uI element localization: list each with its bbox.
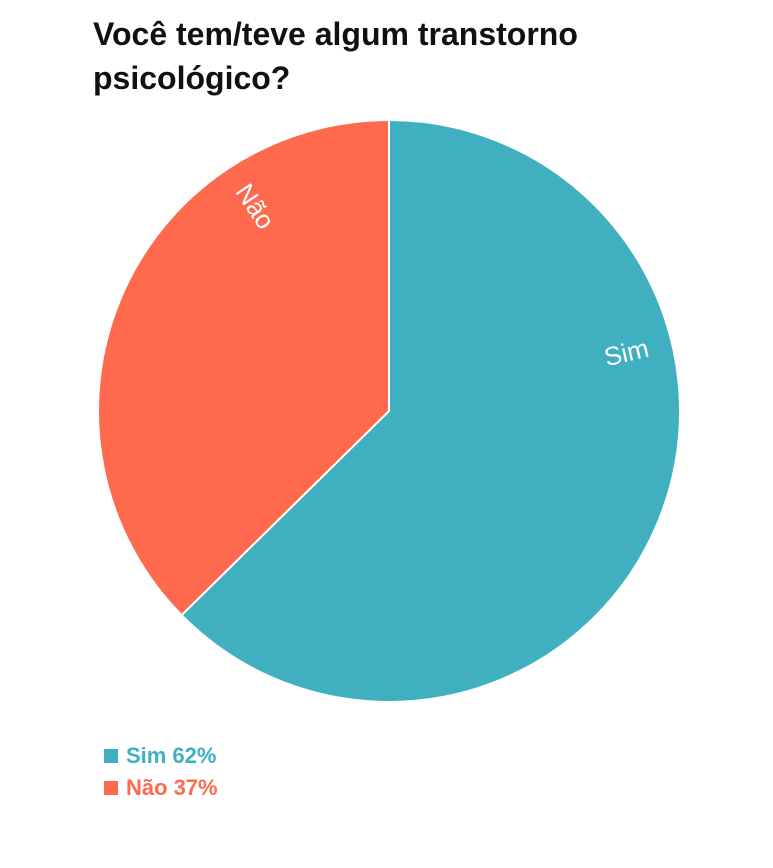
chart-title: Você tem/teve algum transtorno psicológi… <box>93 16 578 96</box>
legend-swatch-nao <box>104 781 118 795</box>
legend-value-sim: 62% <box>172 743 217 768</box>
pie-slices <box>97 119 681 703</box>
pie-slice-nao <box>97 119 390 617</box>
legend-swatch-sim <box>104 749 118 763</box>
legend-item-nao: Não 37% <box>104 772 218 804</box>
legend-text-sim: Sim 62% <box>126 743 216 769</box>
legend-label-sim: Sim <box>126 743 167 768</box>
legend-label-nao: Não <box>126 775 168 800</box>
legend-item-sim: Sim 62% <box>104 740 218 772</box>
legend: Sim 62% Não 37% <box>104 740 218 804</box>
legend-text-nao: Não 37% <box>126 775 218 801</box>
legend-value-nao: 37% <box>173 775 218 800</box>
pie-slice-sim <box>180 119 681 703</box>
